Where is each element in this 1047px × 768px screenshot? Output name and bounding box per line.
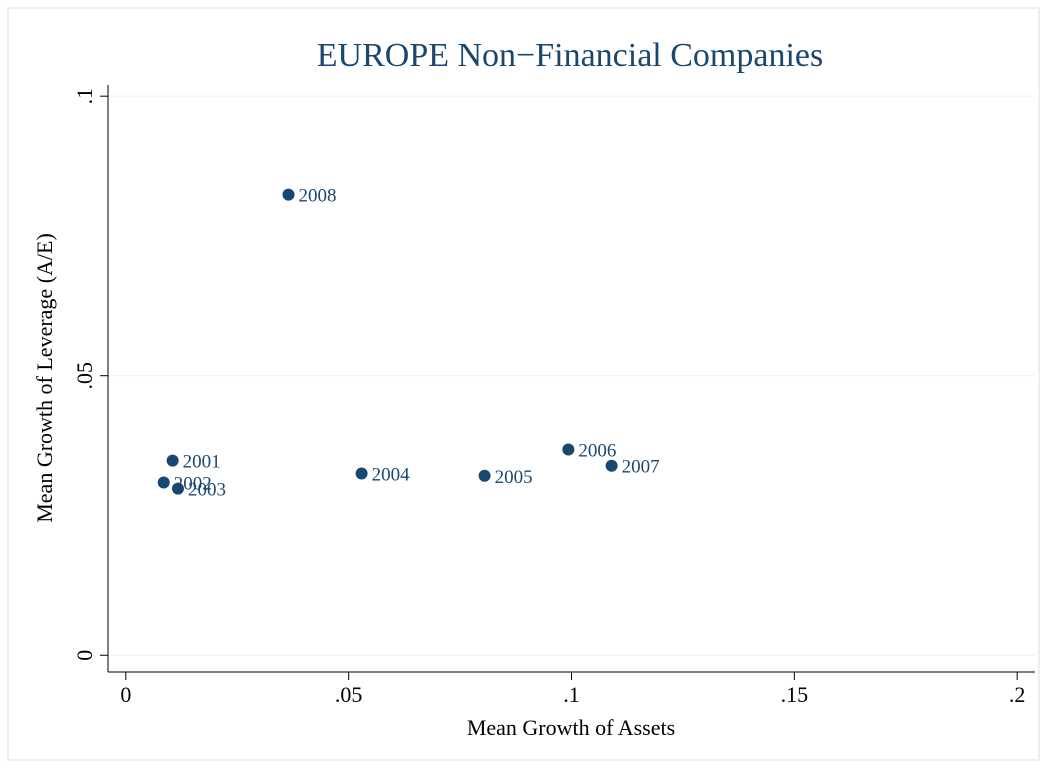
point [605, 459, 618, 472]
point-label: 2003 [188, 480, 226, 501]
point [562, 443, 575, 456]
point-label: 2006 [578, 440, 616, 461]
point [355, 467, 368, 480]
x-tick-label: 0 [120, 682, 131, 707]
x-tick-label: .1 [563, 682, 580, 707]
point [478, 469, 491, 482]
point-label: 2007 [622, 457, 660, 478]
y-tick-label: .1 [72, 88, 97, 105]
graph-region [7, 7, 1040, 761]
y-tick-label: .05 [72, 362, 97, 390]
point-label: 2005 [495, 467, 533, 488]
x-tick-label: .05 [335, 682, 363, 707]
point-label: 2008 [298, 186, 336, 207]
point-label: 2004 [372, 465, 411, 486]
point [282, 188, 295, 201]
chart-title: EUROPE Non−Financial Companies [317, 37, 823, 74]
point [166, 454, 179, 467]
point [157, 476, 170, 489]
y-tick-label: 0 [72, 650, 97, 661]
point-label: 2001 [183, 452, 221, 473]
x-tick-label: .15 [781, 682, 809, 707]
x-tick-label: .2 [1009, 682, 1026, 707]
x-axis-title: Mean Growth of Assets [467, 715, 675, 740]
y-axis-title: Mean Growth of Leverage (A/E) [32, 233, 57, 523]
point [171, 482, 184, 495]
